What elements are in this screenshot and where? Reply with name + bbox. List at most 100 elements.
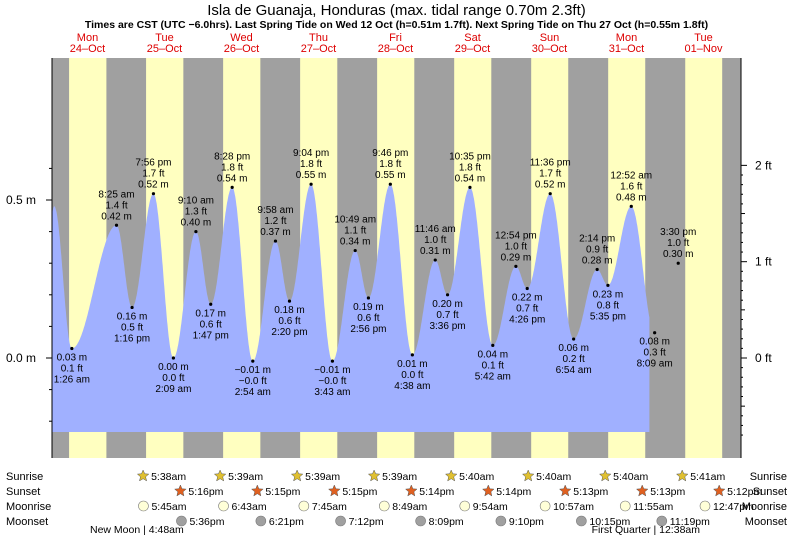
tide-extreme-dot bbox=[171, 356, 175, 360]
tide-extreme-dot bbox=[151, 192, 156, 196]
tide-high-label: 9:10 am bbox=[178, 196, 214, 207]
day-date-label: 28–Oct bbox=[378, 43, 413, 55]
sunrise-star-icon bbox=[290, 469, 304, 482]
moonset-moon-icon bbox=[255, 515, 267, 527]
tide-high-label: 0.54 m bbox=[455, 173, 486, 184]
tide-high-label: 11:46 am bbox=[415, 224, 456, 235]
tide-high-label: 1.0 ft bbox=[424, 235, 446, 246]
tide-low-label: 0.6 ft bbox=[278, 316, 300, 327]
tide-extreme-dot bbox=[629, 204, 633, 208]
sunrise-star-icon bbox=[367, 469, 381, 482]
tide-extreme-dot bbox=[194, 230, 198, 234]
tide-low-label: 2:56 pm bbox=[350, 324, 386, 335]
row-label-left: Moonset bbox=[6, 516, 48, 528]
row-label-left: Sunrise bbox=[6, 471, 43, 483]
day-date-label: 26–Oct bbox=[224, 43, 259, 55]
row-label-left: Moonrise bbox=[6, 501, 51, 513]
sunset-star-icon bbox=[558, 484, 572, 497]
tide-low-label: 0.7 ft bbox=[516, 303, 538, 314]
sunrise-time-label: 5:39am bbox=[382, 471, 417, 483]
tide-low-label: 0.22 m bbox=[512, 292, 543, 303]
tide-low-label: 0.2 ft bbox=[563, 354, 585, 365]
tide-low-label: 0.6 ft bbox=[357, 313, 379, 324]
moonset-time-label: 11:19pm bbox=[670, 516, 710, 528]
tide-high-label: 8:28 pm bbox=[214, 151, 250, 162]
sunrise-time-label: 5:39am bbox=[305, 471, 340, 483]
tide-low-label: 0.18 m bbox=[274, 305, 305, 316]
tide-high-label: 0.9 ft bbox=[586, 245, 608, 256]
day-date-label: 27–Oct bbox=[301, 43, 336, 55]
tide-high-label: 1.4 ft bbox=[105, 200, 127, 211]
plot-clip-group bbox=[52, 58, 741, 458]
tide-extreme-dot bbox=[525, 286, 529, 291]
tide-low-label: 0.7 ft bbox=[436, 310, 458, 321]
moonset-moon-icon bbox=[415, 515, 426, 527]
moonset-moon-icon bbox=[576, 515, 587, 527]
tide-low-label: −0.01 m bbox=[314, 365, 350, 376]
right-axis-tick-label: 2 ft bbox=[755, 158, 772, 172]
sunset-time-label: 5:14pm bbox=[419, 486, 454, 498]
moonrise-moon-icon bbox=[459, 500, 471, 512]
tide-low-label: 4:26 pm bbox=[509, 314, 545, 325]
tide-high-label: 11:36 pm bbox=[530, 158, 571, 169]
tide-high-label: 1.0 ft bbox=[667, 238, 689, 249]
moonset-moon-icon bbox=[656, 515, 668, 527]
tide-extreme-dot bbox=[433, 258, 437, 262]
day-name-label: Tue bbox=[155, 32, 174, 44]
tide-extreme-dot bbox=[491, 343, 495, 347]
tide-low-label: 5:42 am bbox=[475, 371, 511, 382]
tide-extreme-dot bbox=[410, 353, 414, 357]
daylight-band bbox=[685, 58, 723, 458]
tide-low-label: 0.20 m bbox=[432, 299, 463, 310]
moonset-time-label: 7:12pm bbox=[349, 516, 384, 528]
left-axis-tick-label: 0.0 m bbox=[6, 351, 36, 365]
tide-high-label: 8:25 am bbox=[98, 189, 134, 200]
tide-low-label: 8:09 am bbox=[637, 359, 673, 370]
tide-high-label: 1.8 ft bbox=[459, 162, 481, 173]
tide-extreme-dot bbox=[114, 223, 119, 227]
sunrise-time-label: 5:39am bbox=[228, 471, 263, 483]
sunrise-time-label: 5:40am bbox=[459, 471, 494, 483]
tide-low-label: 0.8 ft bbox=[597, 300, 619, 311]
moonrise-moon-icon bbox=[619, 500, 631, 512]
sunrise-star-icon bbox=[213, 469, 227, 482]
moonrise-moon-icon bbox=[138, 500, 149, 512]
tide-high-label: 1.3 ft bbox=[185, 207, 207, 218]
moonset-moon-icon bbox=[495, 515, 507, 527]
tide-high-label: 1.8 ft bbox=[300, 159, 322, 170]
tide-extreme-dot bbox=[606, 283, 610, 287]
tide-high-label: 9:04 pm bbox=[293, 148, 329, 159]
tide-extreme-dot bbox=[514, 264, 518, 268]
day-name-label: Fri bbox=[389, 32, 402, 44]
row-label-right: Moonrise bbox=[742, 501, 787, 513]
tide-high-label: 1.8 ft bbox=[379, 159, 401, 170]
sunset-star-icon bbox=[635, 484, 649, 497]
tide-extreme-dot bbox=[548, 192, 552, 196]
tide-low-label: 0.3 ft bbox=[644, 348, 666, 359]
tide-high-label: 1.1 ft bbox=[344, 226, 366, 237]
tide-high-label: 12:54 pm bbox=[495, 230, 537, 241]
day-name-label: Mon bbox=[77, 32, 98, 44]
moonset-time-label: 6:21pm bbox=[269, 516, 304, 528]
tide-high-label: 12:52 am bbox=[610, 170, 652, 181]
moon-phase-label: New Moon | 4:48am bbox=[90, 524, 184, 536]
tide-high-label: 2:14 pm bbox=[579, 234, 615, 245]
tide-high-label: 0.55 m bbox=[375, 170, 406, 181]
tide-low-label: 0.03 m bbox=[57, 353, 88, 364]
day-labels: Mon24–OctTue25–OctWed26–OctThu27–OctFri2… bbox=[70, 32, 723, 55]
sunset-star-icon bbox=[712, 484, 726, 497]
tide-high-label: 1.7 ft bbox=[142, 169, 164, 180]
tide-labels: 0.03 m0.1 ft1:26 am8:25 am1.4 ft0.42 m0.… bbox=[54, 148, 697, 398]
tide-low-label: 0.5 ft bbox=[121, 322, 143, 333]
tide-high-label: 0.31 m bbox=[420, 246, 451, 257]
tide-high-label: 0.52 m bbox=[138, 180, 169, 191]
tide-high-label: 0.28 m bbox=[582, 256, 613, 267]
sunset-time-label: 5:13pm bbox=[573, 486, 608, 498]
day-date-label: 01–Nov bbox=[685, 43, 723, 55]
right-axis-tick-label: 1 ft bbox=[755, 255, 772, 269]
tide-low-label: 6:54 am bbox=[556, 365, 592, 376]
tide-high-label: 0.42 m bbox=[101, 211, 132, 222]
tide-extreme-dot bbox=[70, 346, 74, 351]
sunset-time-label: 5:16pm bbox=[188, 486, 223, 498]
